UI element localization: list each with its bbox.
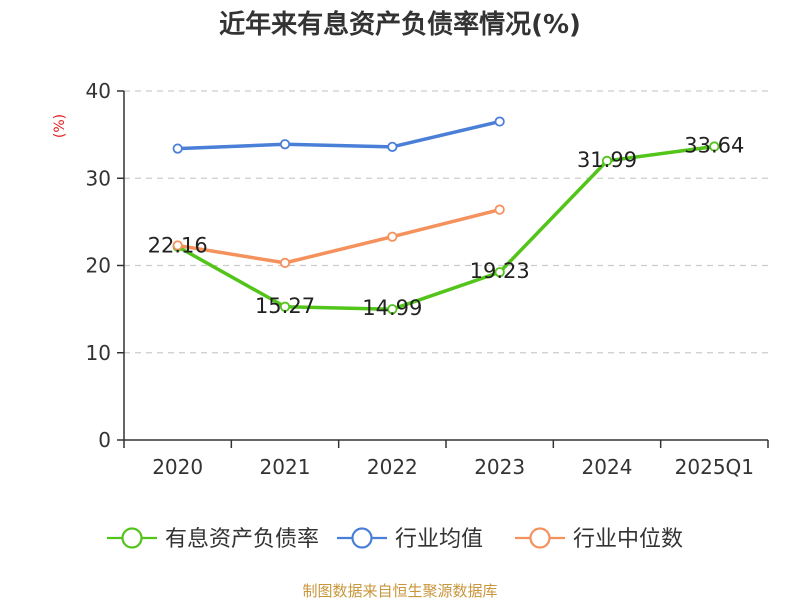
x-tick-label: 2022 <box>367 455 418 479</box>
x-tick-label: 2024 <box>582 455 633 479</box>
series-point <box>387 304 398 315</box>
series-point <box>494 267 505 278</box>
axes: 0 10 20 30 40 2020 2021 2022 2023 2024 2025Q1 <box>86 79 769 479</box>
legend-item[interactable]: 有息资产负债率 <box>107 527 319 552</box>
series-point <box>494 204 505 215</box>
legend: 有息资产负债率 行业均值 行业中位数 <box>107 527 683 552</box>
series-group <box>172 116 720 315</box>
y-axis-label: (%) <box>52 114 68 138</box>
series-point <box>279 257 291 268</box>
series-point <box>709 141 720 152</box>
data-label: 31.99 <box>577 148 637 172</box>
chart-title: 近年来有息资产负债率情况(%) <box>219 9 581 40</box>
legend-label: 有息资产负债率 <box>165 527 319 552</box>
y-tick-label: 40 <box>86 79 111 103</box>
legend-label: 行业中位数 <box>573 527 683 552</box>
series-point <box>172 143 183 154</box>
series-point <box>279 301 291 312</box>
legend-marker <box>121 527 143 549</box>
series-point <box>387 231 398 242</box>
legend-marker <box>529 527 551 549</box>
y-tick-label: 20 <box>86 254 111 278</box>
y-tick-label: 10 <box>86 341 111 365</box>
x-tick-label: 2025Q1 <box>675 455 754 479</box>
y-tick-label: 30 <box>86 166 111 190</box>
x-tick-label: 2021 <box>260 455 311 479</box>
legend-marker <box>351 527 373 549</box>
series-point <box>387 141 398 152</box>
series-point <box>172 240 183 251</box>
legend-item[interactable]: 行业均值 <box>337 527 483 552</box>
series-line <box>175 207 502 265</box>
legend-item[interactable]: 行业中位数 <box>515 527 683 552</box>
series-point <box>601 155 613 166</box>
data-label: 22.16 <box>148 234 208 258</box>
data-label: 19.23 <box>470 259 530 283</box>
data-labels: 22.16 15.27 14.99 19.23 31.99 33.64 <box>148 133 745 320</box>
legend-label: 行业均值 <box>395 527 483 552</box>
series-point <box>494 116 505 127</box>
grid-lines <box>124 90 768 354</box>
series-line <box>175 119 502 151</box>
y-tick-label: 0 <box>98 428 111 452</box>
data-label: 14.99 <box>362 296 422 320</box>
data-label: 33.64 <box>684 133 744 157</box>
series-line <box>175 144 717 311</box>
data-label: 15.27 <box>255 294 315 318</box>
source-note: 制图数据来自恒生聚源数据库 <box>302 582 497 600</box>
x-tick-label: 2023 <box>474 455 525 479</box>
x-tick-label: 2020 <box>152 455 203 479</box>
series-point <box>279 139 291 150</box>
